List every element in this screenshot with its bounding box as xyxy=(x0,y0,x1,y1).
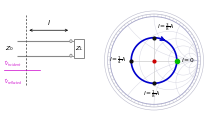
Text: $\vec{V}_{reflected}$: $\vec{V}_{reflected}$ xyxy=(4,77,22,87)
Text: $l=\frac{3}{8}\lambda$: $l=\frac{3}{8}\lambda$ xyxy=(157,22,174,33)
Text: $l$: $l$ xyxy=(47,18,51,27)
Text: $l=0$: $l=0$ xyxy=(181,57,195,64)
Circle shape xyxy=(70,54,72,57)
Text: $l=\frac{1}{8}\lambda$: $l=\frac{1}{8}\lambda$ xyxy=(143,89,160,100)
Circle shape xyxy=(70,40,72,43)
Text: $Z_L$: $Z_L$ xyxy=(75,44,83,53)
Text: $l=\frac{1}{4}\lambda$: $l=\frac{1}{4}\lambda$ xyxy=(109,54,126,66)
Text: $\vec{V}_{incident}$: $\vec{V}_{incident}$ xyxy=(4,60,21,69)
Bar xyxy=(74,39,84,58)
Text: $Z_0$: $Z_0$ xyxy=(5,44,14,53)
